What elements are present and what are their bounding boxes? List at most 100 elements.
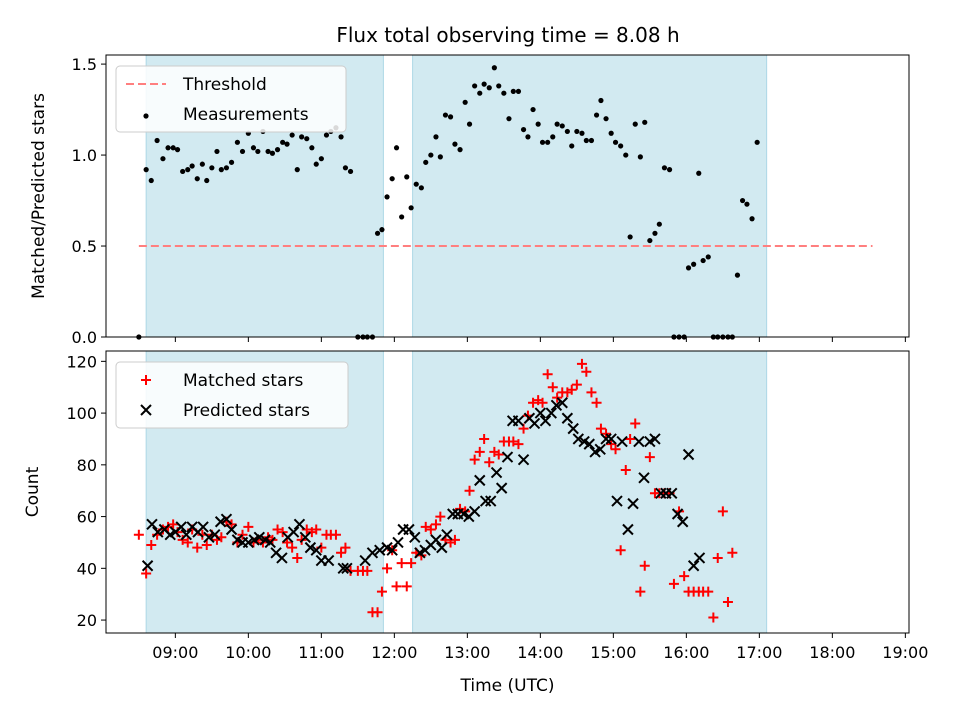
matched-star-point [182,537,193,548]
matched-star-point [420,521,431,532]
matched-star-point [513,439,524,450]
measurement-point [535,121,541,127]
measurement-point [437,154,443,160]
top-panel: 0.0 0.5 1.0 1.5 Matched/Predicted stars Thres… [29,54,910,347]
measurement-point [447,114,454,120]
matched-star-point [340,542,351,553]
bottom-panel: 20 40 60 80 100 120 09:00 10:00 11:00 12:00 13:00 1… [23,350,928,696]
measurement-point [496,83,502,89]
matched-star-point [508,436,519,447]
legend-label: Measurements [183,105,309,125]
matched-star-point [336,547,347,558]
measurement-point [525,134,531,140]
y-tick-label: 120 [66,352,97,371]
measurement-point [647,237,653,244]
observing-window-band [412,350,768,634]
measurement-point [289,132,295,138]
predicted-star-point [539,415,552,427]
measurement-point [734,272,741,278]
predicted-star-point [528,417,541,430]
y-tick-label: 1.0 [72,146,97,165]
predicted-star-point [490,466,503,479]
measurement-point [481,81,487,87]
matched-star-point [311,524,322,535]
matched-star-point [576,358,587,369]
x-tick-label: 17:00 [736,643,782,662]
measurement-point [309,145,315,151]
predicted-star-point [386,544,398,556]
matched-star-point [620,465,631,476]
measurement-point [174,147,181,153]
measurement-point [413,181,419,187]
x-tick-label: 12:00 [371,643,417,662]
measurement-point [393,145,400,151]
predicted-star-point [366,547,379,559]
matched-star-point [635,586,646,597]
matched-star-point [226,519,237,530]
matched-star-point [479,433,490,444]
predicted-star-point [627,497,639,510]
predicted-star-point [687,560,700,572]
predicted-star-point [441,528,453,541]
measurement-point [691,261,697,267]
matched-star-point [679,571,690,582]
predicted-star-point [242,536,255,549]
measurement-point [342,165,349,171]
matched-star-point [396,558,407,569]
measurement-point [603,116,609,122]
matched-star-point [717,506,728,517]
measurement-point [389,176,395,182]
measurement-point [462,99,468,105]
legend-box [115,65,347,133]
measurement-point [234,139,240,145]
predicted-star-point [180,528,193,541]
matched-star-point [391,581,402,592]
matched-star-point [703,586,714,597]
measurement-point [347,168,354,175]
matched-star-point [552,392,563,403]
matched-star-point [435,511,446,522]
matched-star-point [376,586,387,597]
legend-label: Matched stars [183,371,303,391]
matched-star-point [668,578,679,589]
measurement-point [539,139,546,145]
predicted-star-point [600,433,612,445]
measurement-point [588,137,595,144]
y-tick-label: 0.0 [72,328,97,347]
measurement-point [160,156,166,162]
measurement-point [194,176,200,182]
measurement-point [705,254,711,260]
predicted-star-point [409,531,421,543]
predicted-star-point [299,531,311,543]
measurement-point [618,143,624,149]
measurement-point [374,230,381,236]
measurement-point [569,143,575,149]
matched-star-point [464,485,475,496]
measurement-point [520,126,527,133]
chart-title: Flux total observing time = 8.08 h [336,23,679,47]
predicted-star-point [485,495,497,507]
matched-star-point [595,423,606,434]
measurement-point [623,152,629,158]
measurement-point [154,137,160,144]
measurement-point [280,139,286,145]
measurement-point [501,90,507,96]
measurement-point [642,119,648,125]
matched-star-point [610,444,621,455]
measurement-point [255,148,261,155]
measurement-point [218,167,224,173]
x-tick-label: 09:00 [152,643,198,662]
measurement-point [632,121,638,127]
matched-star-point [571,379,582,390]
x-tick-label: 14:00 [517,643,563,662]
matched-star-point [493,449,504,460]
measurement-point [749,216,755,222]
predicted-star-point [253,531,266,543]
matched-star-point [430,519,441,530]
predicted-star-point [403,523,415,536]
predicted-star-point [293,518,306,531]
matched-star-point [168,519,179,530]
measurement-point [739,197,746,204]
matched-star-point [528,397,539,408]
matched-star-point [547,382,558,393]
